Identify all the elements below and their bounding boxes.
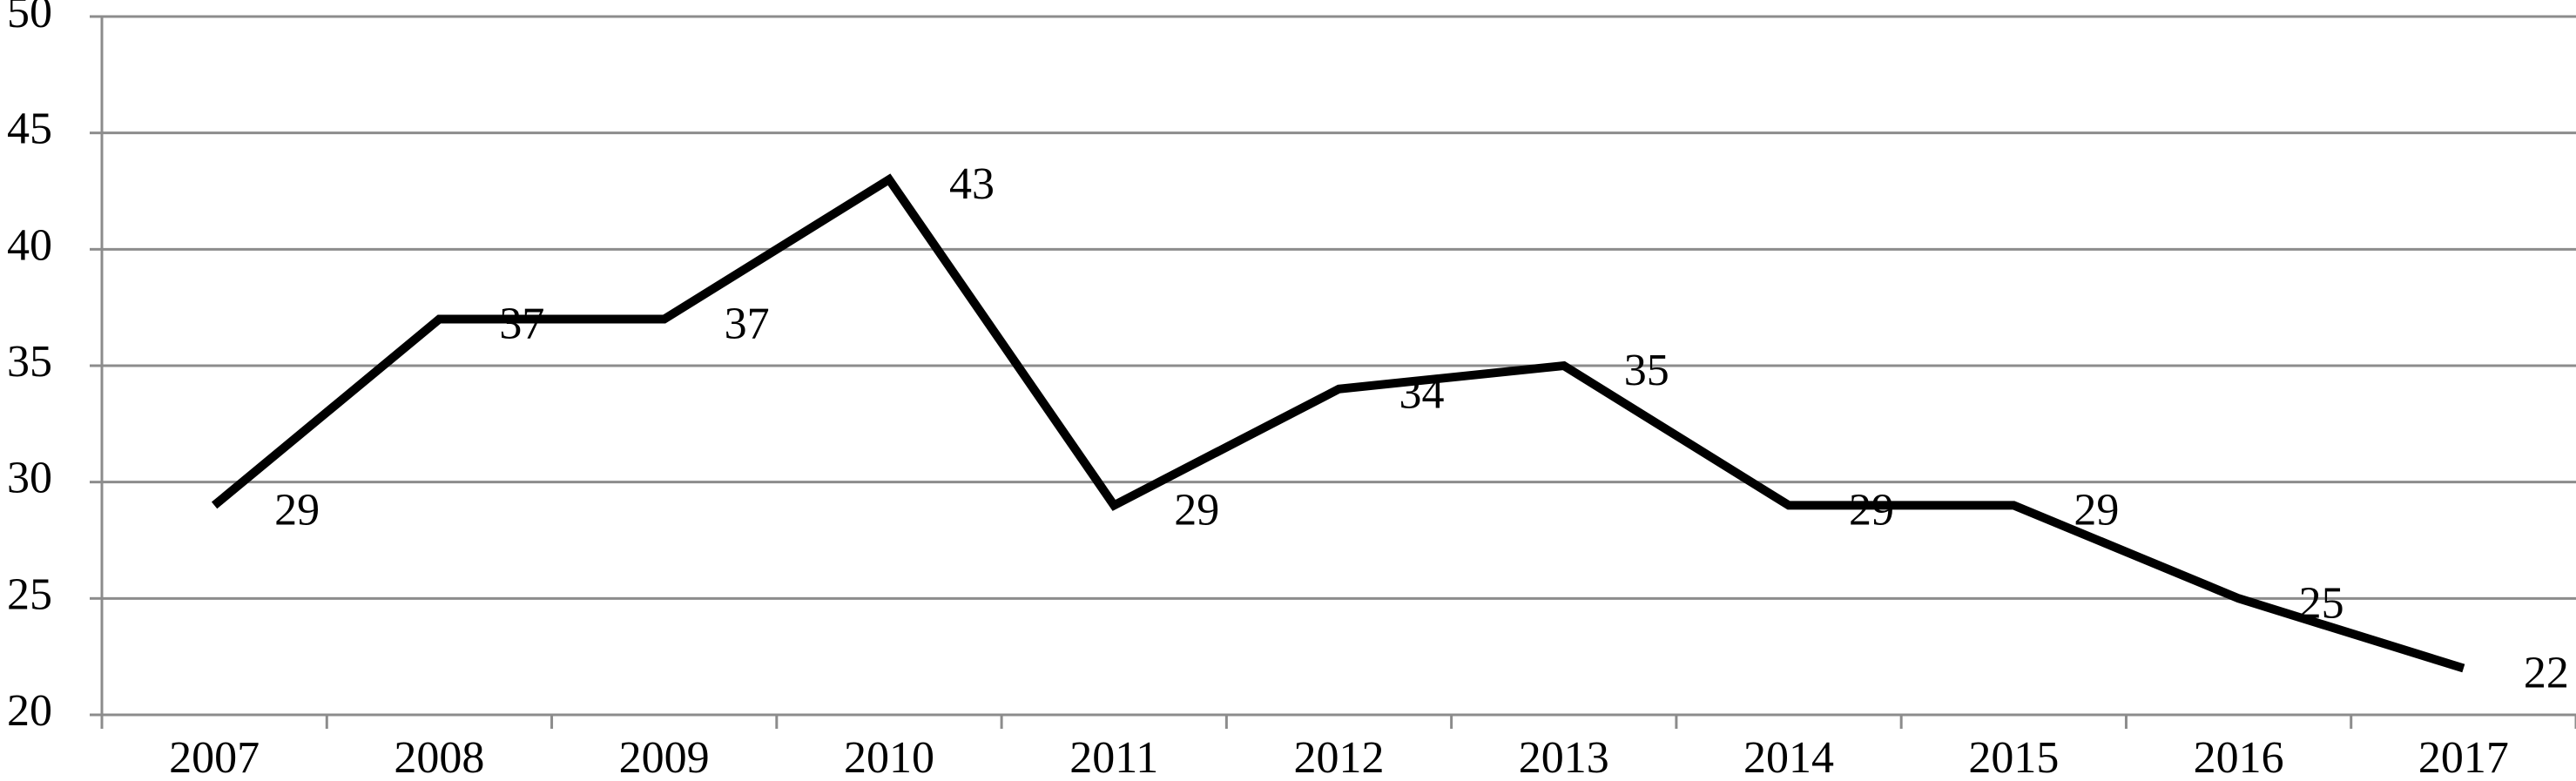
data-label: 35 <box>1624 346 1669 395</box>
y-tick-label: 25 <box>7 569 52 619</box>
data-label: 43 <box>949 159 995 209</box>
y-tick-label: 20 <box>7 686 52 736</box>
x-tick-label: 2017 <box>2418 733 2509 781</box>
data-label: 22 <box>2524 648 2569 697</box>
y-tick-label: 35 <box>7 337 52 387</box>
data-label: 29 <box>1174 485 1219 535</box>
data-label: 29 <box>274 485 320 535</box>
data-label: 29 <box>1849 485 1894 535</box>
y-tick-label: 30 <box>7 454 52 503</box>
data-label: 34 <box>1399 369 1445 419</box>
data-line <box>211 173 2465 673</box>
data-label: 25 <box>2299 578 2344 628</box>
x-tick-label: 2008 <box>394 733 484 781</box>
x-tick-label: 2010 <box>844 733 934 781</box>
x-tick-label: 2012 <box>1294 733 1385 781</box>
y-tick-label: 45 <box>7 104 52 154</box>
y-tick-label: 50 <box>7 0 52 37</box>
data-label: 29 <box>2074 485 2119 535</box>
x-tick-label: 2016 <box>2194 733 2284 781</box>
x-tick-label: 2015 <box>1968 733 2059 781</box>
y-tick-label: 40 <box>7 220 52 270</box>
x-tick-label: 2011 <box>1069 733 1158 781</box>
x-tick-label: 2007 <box>169 733 260 781</box>
data-label: 37 <box>725 299 770 348</box>
x-tick-label: 2009 <box>619 733 710 781</box>
x-tick-label: 2013 <box>1519 733 1609 781</box>
x-tick-label: 2014 <box>1743 733 1834 781</box>
data-label: 37 <box>499 299 544 348</box>
